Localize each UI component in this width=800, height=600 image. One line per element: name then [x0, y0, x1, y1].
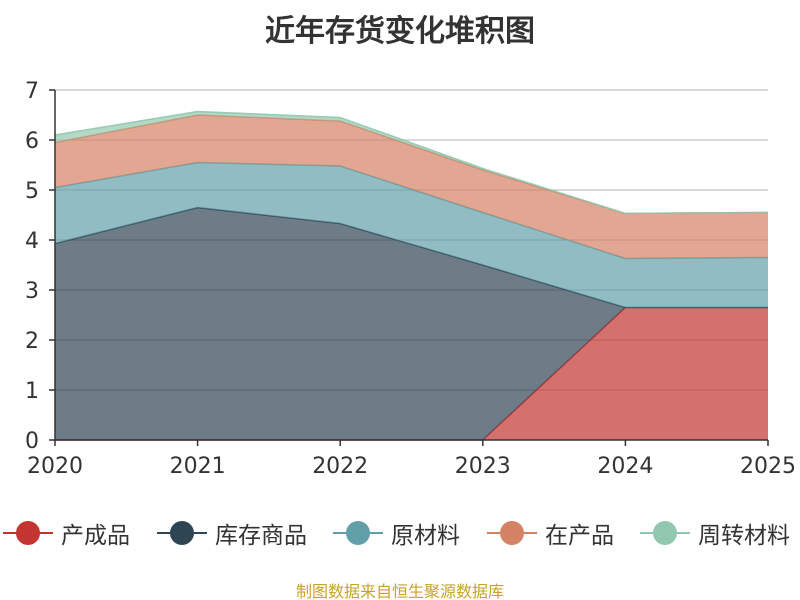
y-tick-label-5: 5 — [25, 179, 39, 204]
legend-swatch-line — [157, 521, 207, 545]
x-tick-label-2023: 2023 — [455, 454, 511, 479]
legend-swatch-line — [3, 521, 53, 545]
y-tick-label-1: 1 — [25, 379, 39, 404]
y-tick-label-2: 2 — [25, 329, 39, 354]
legend-swatch-dot — [346, 521, 370, 545]
x-tick-label-2022: 2022 — [312, 454, 368, 479]
area-series — [54, 110, 769, 441]
legend-swatch-dot — [16, 521, 40, 545]
area-2-原材料 — [55, 162, 768, 308]
area-0-产成品 — [55, 307, 768, 440]
legend-item-在产品[interactable]: 在产品 — [487, 516, 614, 550]
legend-label: 原材料 — [391, 523, 460, 549]
y-tick-label-7: 7 — [25, 79, 39, 104]
legend-label: 周转材料 — [698, 523, 790, 549]
area-edge-4-周转材料 — [54, 110, 769, 215]
x-tick-label-2024: 2024 — [597, 454, 653, 479]
legend-item-产成品[interactable]: 产成品 — [3, 516, 130, 550]
plot-area: 0 1 2 3 4 5 6 7 2020 2021 2022 2023 2024 2025 — [25, 79, 796, 479]
y-tick-label-4: 4 — [25, 229, 39, 254]
legend-item-库存商品[interactable]: 库存商品 — [157, 516, 307, 550]
legend-swatch-line — [487, 521, 537, 545]
x-tick-label-2025: 2025 — [740, 454, 796, 479]
area-1-库存商品 — [55, 207, 768, 440]
legend-item-原材料[interactable]: 原材料 — [333, 516, 460, 550]
legend-item-周转材料[interactable]: 周转材料 — [640, 516, 790, 550]
legend: 产成品 库存商品 原材料 在产品 周转材料 — [0, 516, 800, 550]
legend-swatch-line — [640, 521, 690, 545]
legend-label: 在产品 — [545, 523, 614, 549]
y-tick-label-6: 6 — [25, 129, 39, 154]
y-tick-label-0: 0 — [25, 429, 39, 454]
legend-label: 产成品 — [61, 523, 130, 549]
area-3-在产品 — [55, 115, 768, 259]
axes — [49, 89, 769, 446]
legend-swatch-dot — [500, 521, 524, 545]
legend-swatch-line — [333, 521, 383, 545]
legend-swatch-dot — [170, 521, 194, 545]
y-tick-label-3: 3 — [25, 279, 39, 304]
legend-swatch-dot — [653, 521, 677, 545]
legend-label: 库存商品 — [215, 523, 307, 549]
x-tick-label-2020: 2020 — [27, 454, 83, 479]
chart-title: 近年存货变化堆积图 — [265, 14, 535, 49]
tick-labels: 0 1 2 3 4 5 6 7 2020 2021 2022 2023 2024 2025 — [25, 79, 796, 479]
source-note: 制图数据来自恒生聚源数据库 — [295, 582, 504, 600]
x-tick-label-2021: 2021 — [170, 454, 226, 479]
